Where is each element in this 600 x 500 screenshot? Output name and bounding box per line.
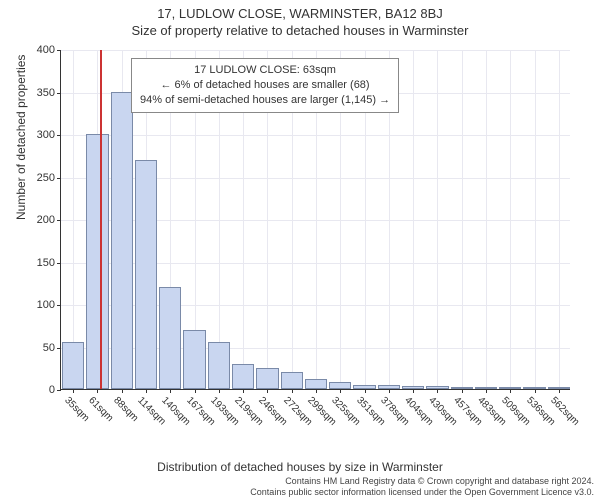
plot-area: 05010015020025030035040035sqm61sqm88sqm1… [60,50,570,390]
bar [135,160,157,390]
ytick-label: 0 [49,384,55,396]
bar [499,387,521,389]
ytick-mark [57,263,61,264]
gridline-v [486,50,487,389]
bar [111,92,133,390]
ytick-label: 150 [37,257,55,269]
bar [475,387,497,389]
bar [548,387,570,389]
title-sub: Size of property relative to detached ho… [0,21,600,38]
xtick-mark [389,389,390,393]
marker-line [100,50,102,389]
ytick-mark [57,178,61,179]
info-line-2: ← 6% of detached houses are smaller (68) [140,78,390,93]
xtick-mark [73,389,74,393]
bar [256,368,278,389]
bar [523,387,545,389]
bar [426,386,448,389]
info-box: 17 LUDLOW CLOSE: 63sqm ← 6% of detached … [131,58,399,113]
ytick-label: 400 [37,44,55,56]
ytick-label: 50 [43,342,55,354]
xtick-label: 35sqm [62,395,91,424]
bar [281,372,303,389]
ytick-mark [57,220,61,221]
ytick-mark [57,50,61,51]
ytick-label: 300 [37,129,55,141]
xtick-mark [170,389,171,393]
ytick-mark [57,348,61,349]
bar [305,379,327,389]
gridline-v [413,50,414,389]
ytick-label: 250 [37,172,55,184]
xtick-mark [267,389,268,393]
ytick-label: 350 [37,87,55,99]
bar [159,287,181,389]
bar [62,342,84,389]
xtick-mark [413,389,414,393]
xtick-mark [510,389,511,393]
xtick-label: 61sqm [87,395,116,424]
y-axis-label: Number of detached properties [14,55,28,220]
bar [232,364,254,390]
xtick-mark [219,389,220,393]
info-line-3: 94% of semi-detached houses are larger (… [140,93,390,108]
bar [208,342,230,389]
xtick-mark [365,389,366,393]
footer-line-2: Contains public sector information licen… [250,487,594,498]
x-axis-label: Distribution of detached houses by size … [0,460,600,474]
gridline-v [73,50,74,389]
ytick-label: 100 [37,299,55,311]
bar [183,330,205,390]
xtick-mark [559,389,560,393]
bar [353,385,375,389]
xtick-mark [535,389,536,393]
xtick-mark [316,389,317,393]
xtick-mark [340,389,341,393]
footer-line-1: Contains HM Land Registry data © Crown c… [250,476,594,487]
gridline-v [559,50,560,389]
chart-area: 05010015020025030035040035sqm61sqm88sqm1… [60,50,570,420]
gridline-v [462,50,463,389]
xtick-mark [122,389,123,393]
footer: Contains HM Land Registry data © Crown c… [250,476,594,498]
info-line-1: 17 LUDLOW CLOSE: 63sqm [140,63,390,78]
bar [451,387,473,389]
ytick-label: 200 [37,214,55,226]
title-main: 17, LUDLOW CLOSE, WARMINSTER, BA12 8BJ [0,0,600,21]
ytick-mark [57,390,61,391]
ytick-mark [57,305,61,306]
xtick-mark [243,389,244,393]
ytick-mark [57,135,61,136]
xtick-mark [437,389,438,393]
bar [86,134,108,389]
ytick-mark [57,93,61,94]
xtick-mark [462,389,463,393]
xtick-mark [97,389,98,393]
xtick-mark [195,389,196,393]
xtick-mark [146,389,147,393]
gridline-v [535,50,536,389]
bar [378,385,400,389]
bar [329,382,351,389]
xtick-mark [292,389,293,393]
xtick-label: 88sqm [111,395,140,424]
xtick-mark [486,389,487,393]
gridline-v [437,50,438,389]
bar [402,386,424,389]
gridline-v [510,50,511,389]
